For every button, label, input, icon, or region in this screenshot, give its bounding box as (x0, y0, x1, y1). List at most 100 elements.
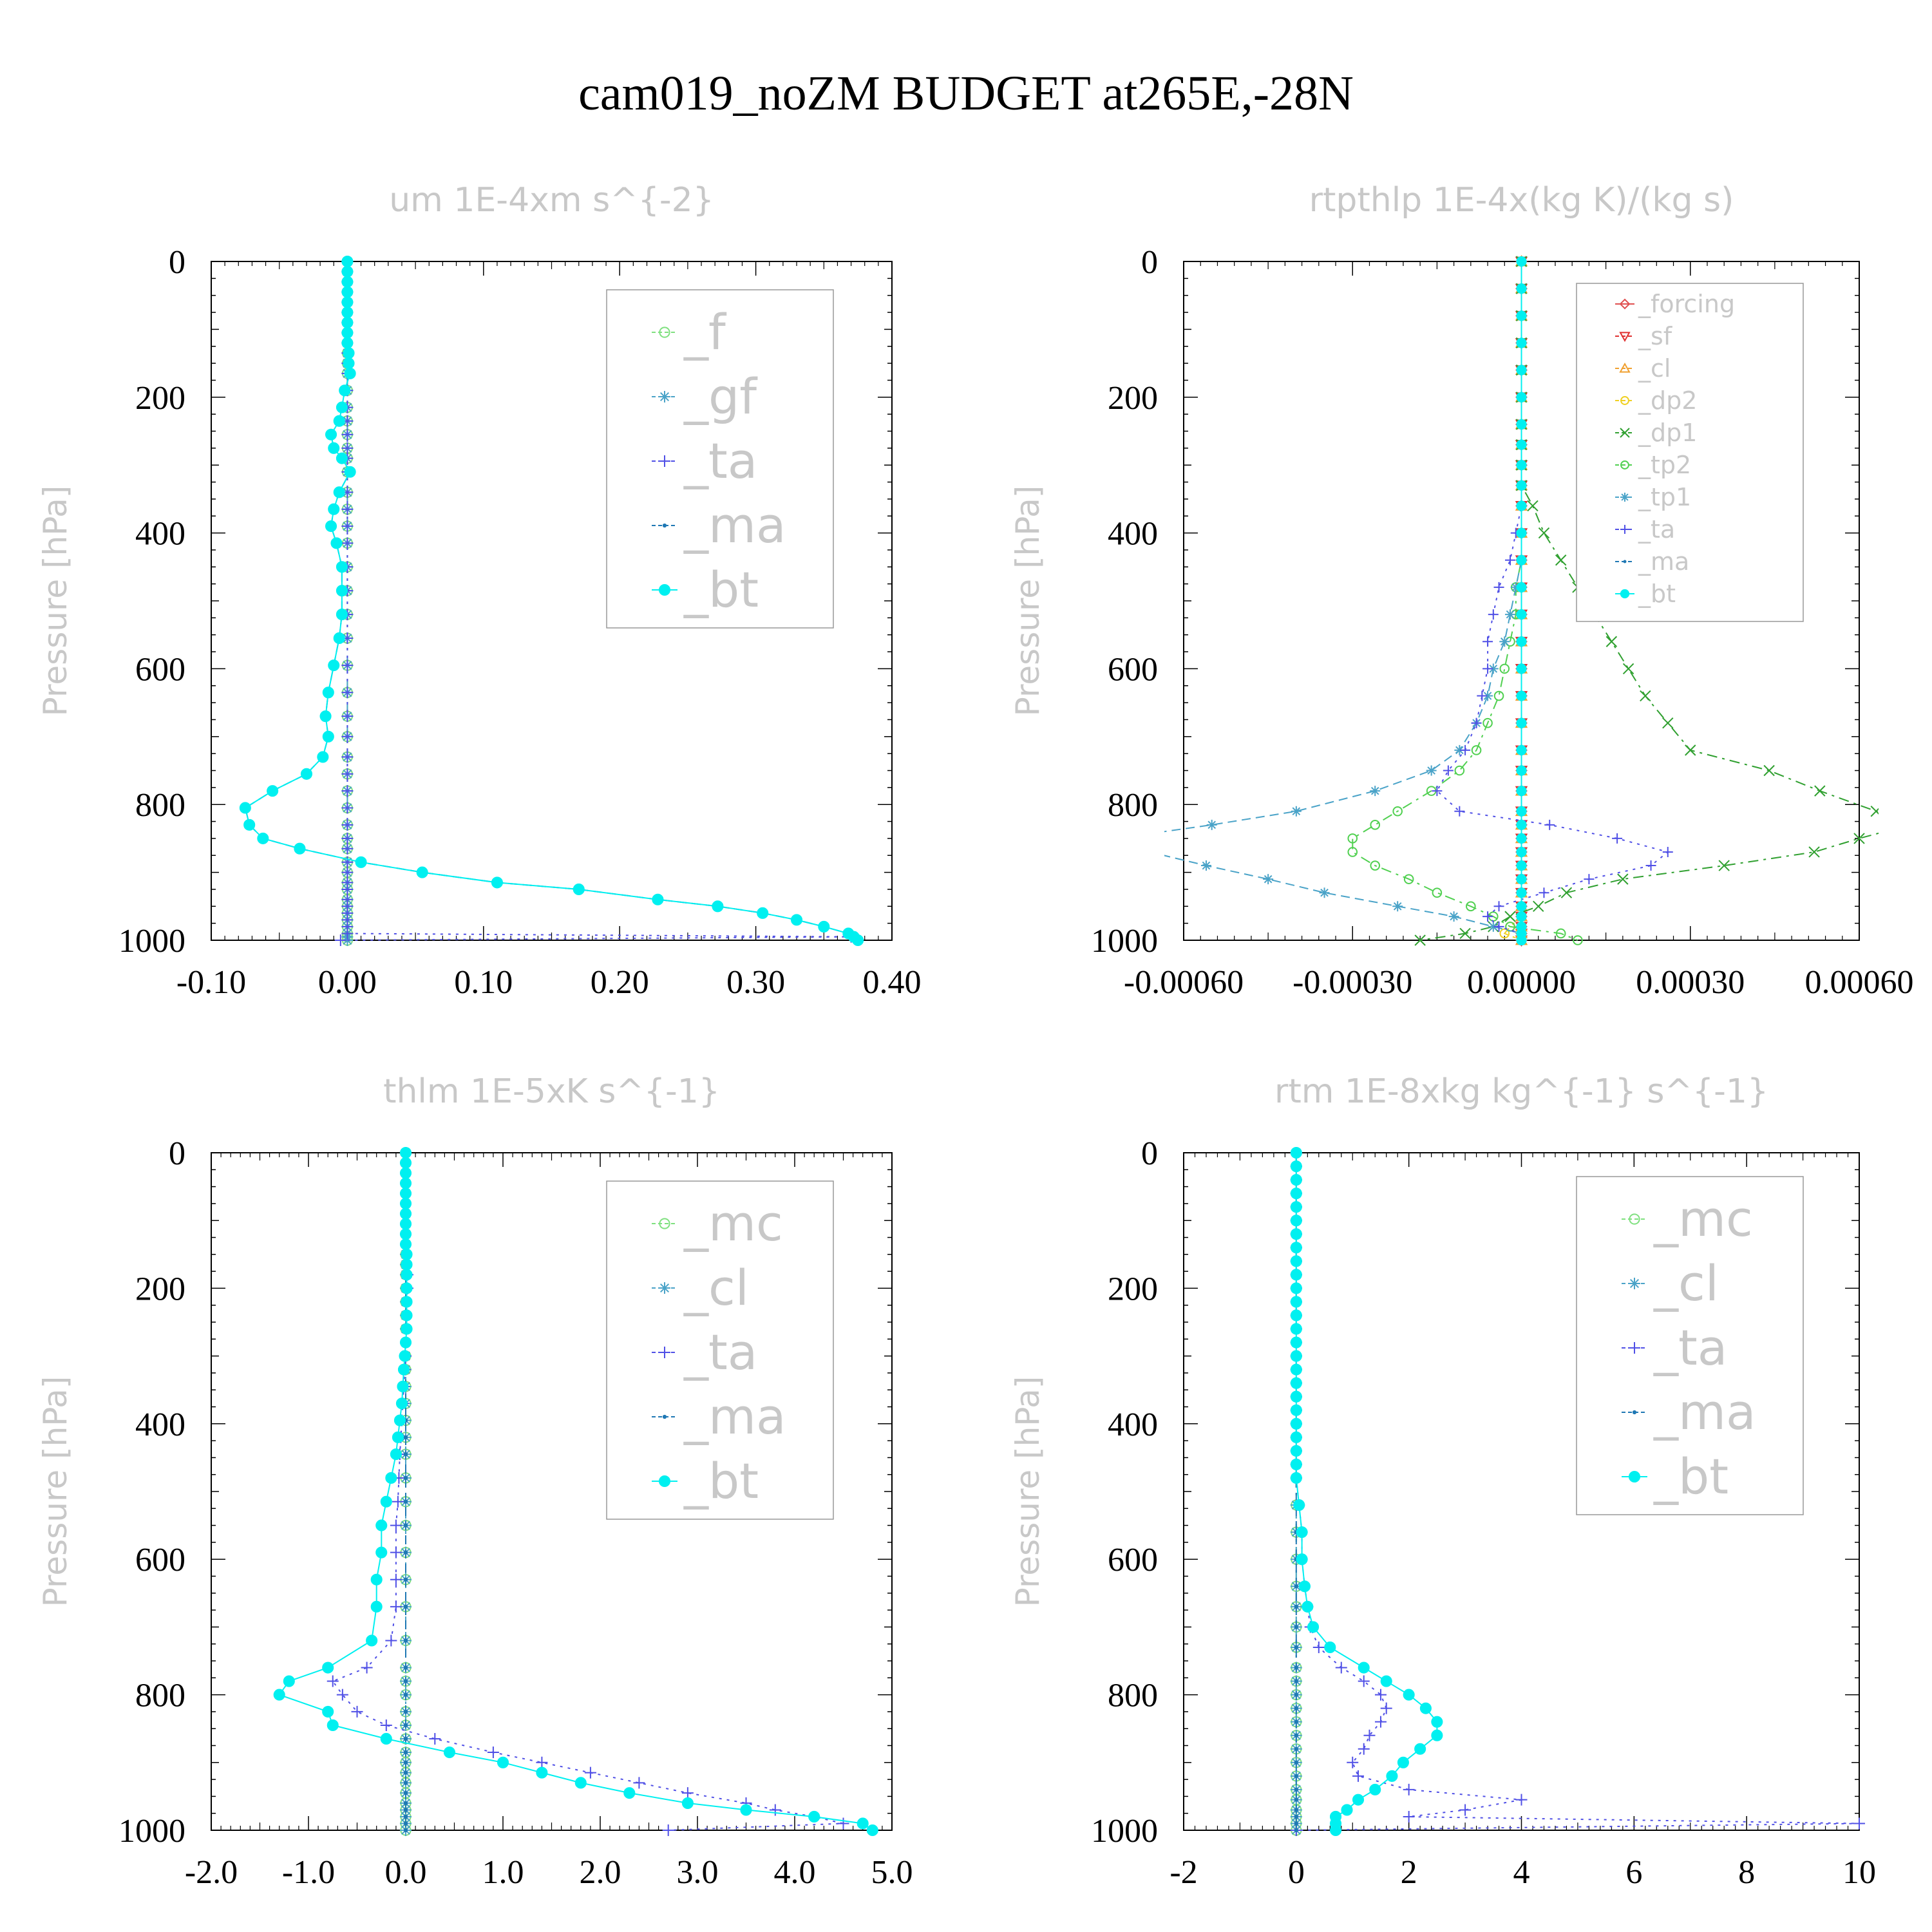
series-point-bt (1290, 1390, 1302, 1403)
series-point-bt (1516, 554, 1527, 565)
x-tick-label: 0.00 (318, 964, 377, 1001)
series-point-bt (652, 893, 664, 905)
series-point-bt (1516, 846, 1527, 858)
series-point-ta (341, 659, 354, 672)
legend-marker (1619, 298, 1631, 310)
series-point-tp1 (1206, 819, 1217, 830)
series-point-bt (1290, 1363, 1302, 1376)
series-point-ta (390, 1573, 402, 1586)
series-point-dp1 (1870, 806, 1879, 817)
y-axis-label: Pressure [hPa] (37, 486, 74, 717)
series-point-dp1 (1662, 717, 1674, 729)
series-point-ta (1505, 554, 1516, 565)
series-point-bt (1516, 901, 1527, 912)
series-point-bt (1296, 1526, 1308, 1539)
series-point-ma (1294, 1760, 1298, 1765)
series-point-bt (491, 876, 503, 889)
series-point-bt (343, 347, 355, 359)
series-point-ta (1403, 1783, 1415, 1795)
series-point-bt (370, 1573, 383, 1586)
series-point-ta (390, 1600, 402, 1613)
series-point-ta (1539, 887, 1549, 898)
legend-label: _sf (1638, 322, 1673, 350)
series-point-bt (1296, 1553, 1308, 1566)
series-point-bt (1290, 1282, 1302, 1294)
series-point-bt (1516, 690, 1527, 701)
series-point-bt (339, 384, 351, 397)
series-line-tp1 (1164, 261, 1522, 940)
legend-marker (1620, 589, 1630, 599)
series-point-tp2 (1370, 820, 1381, 830)
series-point-ma (403, 1801, 408, 1806)
series-point-ta (341, 768, 354, 780)
series-point-ma (403, 1736, 408, 1741)
y-tick-label: 1000 (118, 923, 185, 960)
series-point-ta (390, 1546, 402, 1558)
series-point-bt (399, 1146, 412, 1159)
series-point-ma (1294, 1821, 1298, 1826)
y-axis-label: Pressure [hPa] (1009, 486, 1046, 717)
legend: _f _gf _ta _ma _bt (606, 289, 834, 629)
legend-label: _dp2 (1638, 386, 1697, 415)
series-point-ta (1358, 1743, 1370, 1755)
series-point-bt (325, 520, 337, 533)
series-point-tp1 (1499, 636, 1510, 647)
x-tick-label: -2 (1170, 1854, 1197, 1891)
series-point-ta (341, 428, 354, 440)
legend-marker (659, 455, 670, 467)
series-point-bt (317, 751, 329, 763)
series-group (1290, 1146, 1865, 1837)
series-point-bt (1516, 887, 1527, 898)
series-point-ma (1294, 1814, 1298, 1819)
series-point-tp1 (1510, 582, 1521, 592)
series-point-tp2 (1573, 935, 1583, 945)
x-tick-label: 1.0 (482, 1854, 524, 1891)
y-tick-label: 200 (135, 1271, 185, 1307)
series-point-bt (1290, 1431, 1302, 1443)
legend-label: _cl (1638, 354, 1671, 383)
series-point-bt (1516, 833, 1527, 844)
series-point-bt (341, 316, 354, 328)
series-point-bt (1431, 1716, 1443, 1728)
legend-label: _mc (1653, 1190, 1753, 1247)
series-point-bt (681, 1797, 694, 1809)
series-point-bt (1516, 337, 1527, 348)
series-point-bt (243, 819, 256, 831)
series-point-bt (328, 503, 340, 515)
series-point-tp2 (1392, 806, 1403, 817)
series-point-bt (1516, 609, 1527, 620)
series-point-bt (1516, 582, 1527, 593)
series-point-ma (403, 1790, 408, 1795)
series-point-bt (319, 710, 332, 723)
series-point-bt (623, 1787, 636, 1799)
series-point-bt (273, 1689, 285, 1701)
legend-marker (1620, 428, 1630, 438)
legend-label: _ma (683, 1388, 786, 1445)
x-tick-label: 0.0 (385, 1854, 427, 1891)
y-axis-label: Pressure [hPa] (37, 1376, 74, 1607)
series-group (239, 255, 864, 947)
series-point-bt (333, 486, 345, 498)
series-point-bt (1516, 806, 1527, 817)
series-point-bt (1298, 1580, 1311, 1593)
series-point-tp1 (1111, 833, 1121, 844)
series-point-dp1 (1560, 887, 1573, 898)
legend-label: _forcing (1638, 290, 1735, 318)
series-point-bt (341, 286, 354, 298)
series-point-bt (397, 1380, 409, 1392)
chart-panel-2: rtpthlp 1E-4x(kg K)/(kg s) Pressure [hPa]… (1009, 181, 1914, 1001)
x-tick-label: -0.00060 (1124, 964, 1244, 1001)
legend-label: _mc (683, 1195, 783, 1252)
series-point-bt (1290, 1242, 1302, 1254)
series-point-bt (740, 1804, 752, 1816)
series-point-bt (1352, 1794, 1365, 1806)
legend-marker (1629, 1213, 1640, 1225)
legend-marker (662, 523, 667, 528)
series-point-dp1 (1533, 900, 1544, 913)
series-point-bt (1290, 1444, 1302, 1457)
series-point-dp1 (1853, 833, 1865, 844)
legend-label: _cl (1653, 1255, 1719, 1312)
series-point-ta (1645, 860, 1656, 871)
series-point-bt (1414, 1743, 1426, 1755)
series-point-ma (1294, 1604, 1298, 1609)
